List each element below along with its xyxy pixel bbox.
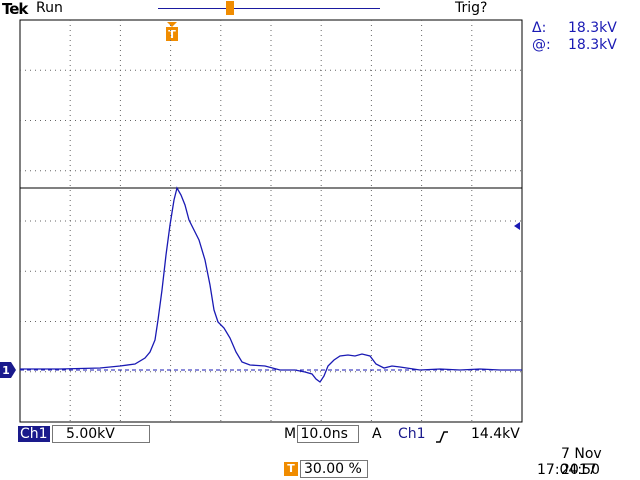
channel-scale: 5.00kV	[66, 426, 115, 442]
trigger-position-icon: T	[284, 462, 298, 476]
trigger-position-value: 30.00 %	[304, 461, 362, 477]
svg-text:1: 1	[2, 364, 10, 377]
channel-scale-box	[52, 425, 150, 443]
date-readout: 7 Nov 2017	[561, 446, 602, 478]
svg-text:T: T	[168, 28, 176, 41]
measurement-at-label: @:	[532, 37, 551, 53]
brand-logo: Tek	[2, 0, 28, 18]
trigger-position-box	[300, 460, 368, 478]
trigger-level: 14.4kV	[471, 426, 520, 442]
channel-1-badge[interactable]: Ch1	[18, 426, 50, 442]
horizontal-position-bar	[158, 8, 380, 9]
trigger-level-marker	[514, 222, 520, 230]
graticule	[20, 20, 522, 422]
horizontal-position-marker[interactable]	[226, 1, 234, 15]
channel-1-ground-marker: 1	[0, 362, 16, 382]
trigger-mode-label: A	[372, 426, 382, 442]
measurement-delta-value: 18.3kV	[568, 20, 617, 36]
trigger-position-marker: T	[165, 22, 179, 46]
rising-edge-icon	[436, 428, 448, 447]
measurement-delta-label: Δ:	[532, 20, 547, 36]
acquisition-status: Run	[36, 0, 63, 16]
trigger-status: Trig?	[455, 0, 488, 16]
trigger-source: Ch1	[398, 426, 426, 442]
timebase-readout: M 10.0ns	[284, 426, 348, 442]
waveform-trace	[20, 186, 522, 383]
time-readout: 17:04:50	[537, 462, 600, 478]
measurement-at-value: 18.3kV	[568, 37, 617, 53]
timebase-box	[297, 425, 359, 443]
